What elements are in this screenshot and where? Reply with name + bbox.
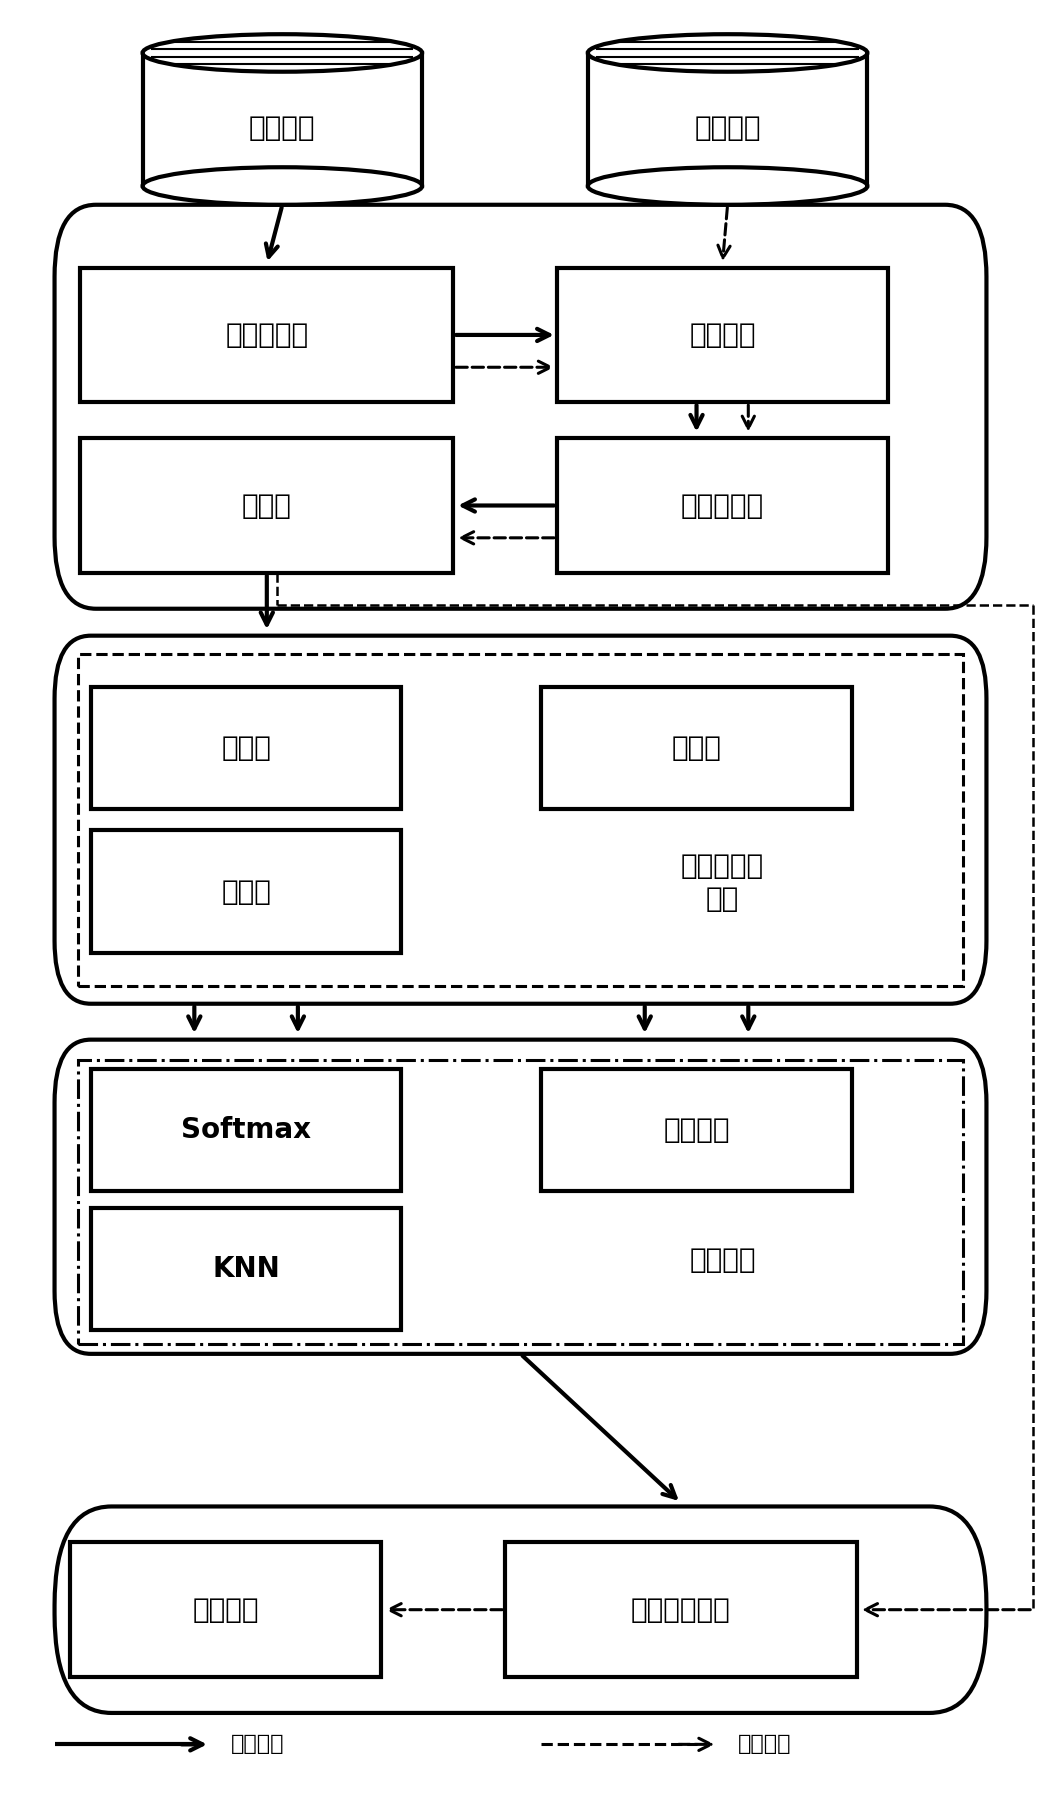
Text: 验证集: 验证集 (671, 733, 721, 762)
Bar (91, 686, 402, 809)
Bar (541, 686, 852, 809)
Bar (78, 654, 963, 985)
Bar (557, 438, 888, 573)
Text: 诊断结果: 诊断结果 (193, 1596, 258, 1625)
Text: 历史数据集
划分: 历史数据集 划分 (681, 852, 764, 913)
Ellipse shape (588, 167, 867, 205)
Bar (80, 438, 453, 573)
Text: 训练集: 训练集 (221, 733, 271, 762)
Text: 实时过程: 实时过程 (738, 1734, 791, 1754)
Polygon shape (588, 52, 867, 186)
Text: 算法评估: 算法评估 (689, 1246, 756, 1273)
Bar (80, 268, 453, 402)
Bar (91, 830, 402, 953)
Text: 测试集: 测试集 (221, 877, 271, 906)
Bar (78, 1061, 963, 1344)
Ellipse shape (143, 167, 423, 205)
Bar (541, 1070, 852, 1192)
Bar (505, 1542, 857, 1677)
Text: 特征提取: 特征提取 (689, 321, 756, 349)
Text: 数据标准化: 数据标准化 (681, 492, 764, 519)
Text: 历史数据: 历史数据 (249, 113, 315, 142)
Text: KNN: KNN (212, 1255, 280, 1282)
Text: 实时数据: 实时数据 (694, 113, 761, 142)
Text: Softmax: Softmax (181, 1117, 311, 1144)
Text: 训练过程: 训练过程 (230, 1734, 284, 1754)
Text: 样本集: 样本集 (242, 492, 291, 519)
Ellipse shape (588, 34, 867, 72)
Bar (91, 1207, 402, 1329)
Text: 最优组合模型: 最优组合模型 (631, 1596, 731, 1625)
Bar (70, 1542, 381, 1677)
Bar (91, 1070, 402, 1192)
Polygon shape (143, 52, 423, 186)
Ellipse shape (143, 34, 423, 72)
Text: 数据预处理: 数据预处理 (225, 321, 308, 349)
Text: 随机森林: 随机森林 (663, 1117, 730, 1144)
Bar (557, 268, 888, 402)
